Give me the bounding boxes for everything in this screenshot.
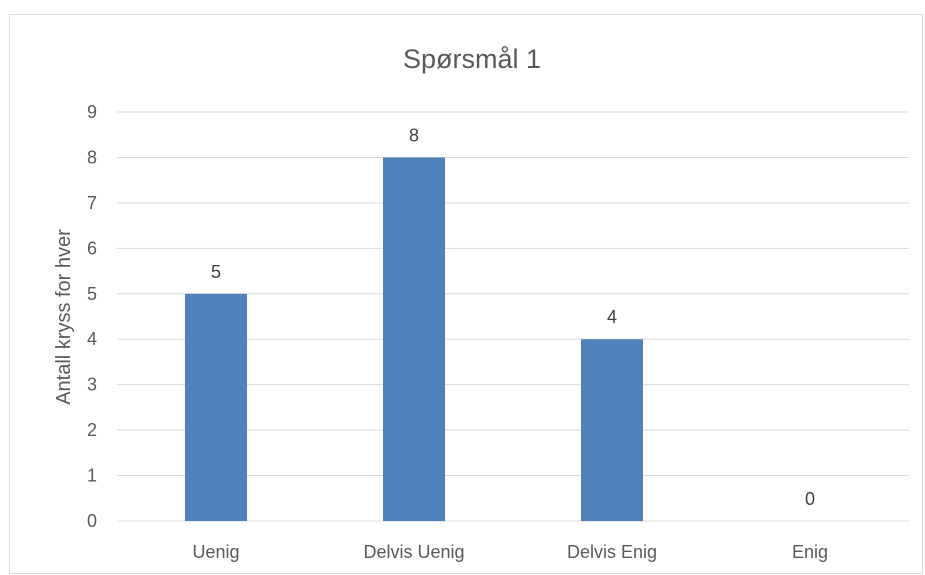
y-axis-label: Antall kryss for hver [53,229,75,405]
y-tick-label: 2 [87,420,97,440]
gridlines [117,111,909,522]
y-tick-label: 1 [87,466,97,486]
bars [185,157,643,521]
bar-1 [383,157,445,521]
y-tick-label: 4 [87,329,97,349]
x-axis-categories: Uenig Delvis Uenig Delvis Enig Enig [192,542,828,562]
data-label-2: 4 [607,307,617,327]
chart-title: Spørsmål 1 [403,44,541,74]
y-tick-label: 6 [87,238,97,258]
y-tick-label: 5 [87,284,97,304]
data-label-3: 0 [805,489,815,509]
data-label-1: 8 [409,125,419,145]
x-category-label-3: Enig [792,542,828,562]
y-tick-label: 0 [87,511,97,531]
bar-0 [185,293,247,521]
x-category-label-0: Uenig [192,542,239,562]
x-category-label-1: Delvis Uenig [363,542,464,562]
data-label-0: 5 [211,262,221,282]
x-category-label-2: Delvis Enig [567,542,657,562]
y-axis-ticks: 0 1 2 3 4 5 6 7 8 9 [87,102,97,531]
data-labels: 5 8 4 0 [211,125,815,509]
y-tick-label: 3 [87,375,97,395]
y-tick-label: 7 [87,193,97,213]
bar-2 [581,339,643,521]
y-tick-label: 8 [87,147,97,167]
y-tick-label: 9 [87,102,97,122]
